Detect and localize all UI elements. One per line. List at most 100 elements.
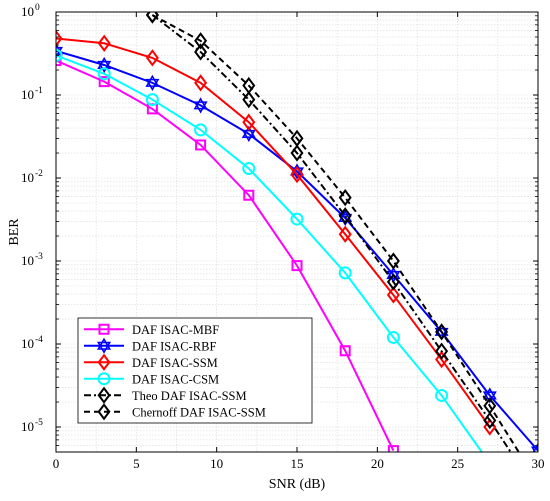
data-point-marker xyxy=(483,397,497,415)
x-tick-label: 30 xyxy=(532,456,545,471)
data-point-marker xyxy=(386,252,400,270)
marker-triangle-up xyxy=(193,97,208,110)
series-5 xyxy=(145,12,520,452)
legend-label: Chernoff DAF ISAC-SSM xyxy=(132,405,266,419)
data-point-marker xyxy=(386,330,400,344)
data-point-marker xyxy=(98,76,110,88)
data-point-marker xyxy=(243,189,255,201)
data-point-marker xyxy=(56,48,63,62)
data-point-marker xyxy=(242,162,256,176)
legend-label: DAF ISAC-RBF xyxy=(132,339,216,353)
series-line xyxy=(151,14,520,452)
y-tick-label: 10 xyxy=(21,170,34,185)
y-tick-label: 10 xyxy=(21,336,34,351)
legend: DAF ISAC-MBF DAF ISAC-RBF DAF ISAC-SSM DAF … xyxy=(77,317,313,424)
marker-triangle-up xyxy=(96,337,112,350)
data-point-marker xyxy=(435,323,449,341)
data-point-marker xyxy=(435,388,449,402)
y-tick-exponent: -2 xyxy=(35,169,43,179)
data-point-marker xyxy=(56,42,64,59)
data-point-marker xyxy=(290,129,304,148)
legend-entry: DAF ISAC-RBF xyxy=(84,337,216,354)
legend-label: DAF ISAC-SSM xyxy=(132,356,218,370)
series-0 xyxy=(56,55,399,452)
data-point-marker xyxy=(97,403,111,421)
data-point-marker xyxy=(194,123,208,137)
x-tick-label: 0 xyxy=(53,456,60,471)
legend-box xyxy=(77,317,313,424)
y-tick-label: 10 xyxy=(21,419,34,434)
marker-triangle-down xyxy=(145,78,160,91)
series-line xyxy=(56,54,483,452)
data-point-marker xyxy=(338,225,352,243)
data-point-marker xyxy=(56,29,63,48)
data-point-marker xyxy=(387,445,399,452)
x-tick-label: 10 xyxy=(210,456,223,471)
y-tick-exponent: -1 xyxy=(35,86,43,96)
legend-entry: Theo DAF ISAC-SSM xyxy=(84,386,247,404)
y-tick-exponent: -5 xyxy=(35,418,43,428)
data-point-marker xyxy=(194,43,208,61)
x-tick-label: 15 xyxy=(291,456,304,471)
data-point-marker xyxy=(339,345,351,357)
data-point-marker xyxy=(145,12,159,24)
marker-triangle-down xyxy=(482,391,497,404)
marker-triangle-down xyxy=(56,46,64,59)
marker-triangle-up xyxy=(145,74,160,87)
legend-label: DAF ISAC-CSM xyxy=(132,372,219,386)
marker-triangle-up xyxy=(532,442,538,452)
y-tick-label: 10 xyxy=(21,87,34,102)
data-point-marker xyxy=(195,139,207,151)
data-point-marker xyxy=(338,188,352,207)
data-point-marker xyxy=(145,93,159,107)
series-line xyxy=(56,37,491,428)
series-line xyxy=(56,49,538,452)
data-point-marker xyxy=(338,266,352,280)
data-point-marker xyxy=(290,165,304,184)
data-point-marker xyxy=(290,212,304,226)
data-point-marker xyxy=(290,144,304,162)
data-point-marker xyxy=(194,74,208,92)
legend-entry: DAF ISAC-CSM xyxy=(84,372,219,386)
legend-label: Theo DAF ISAC-SSM xyxy=(132,389,247,403)
data-point-marker xyxy=(97,386,111,404)
plot-area xyxy=(56,12,538,452)
data-point-marker xyxy=(193,97,208,114)
marker-triangle-up xyxy=(386,266,401,279)
y-tick-label: 10 xyxy=(21,4,34,19)
data-point-marker xyxy=(97,67,111,81)
data-point-marker xyxy=(435,342,449,360)
data-point-marker xyxy=(98,323,110,335)
marker-triangle-up xyxy=(241,125,256,138)
data-point-marker xyxy=(242,113,256,131)
data-point-marker xyxy=(97,353,111,371)
data-point-marker xyxy=(242,90,256,109)
y-tick-exponent: -4 xyxy=(35,335,43,345)
data-point-marker xyxy=(145,74,160,91)
data-point-marker xyxy=(386,273,400,291)
marker-triangle-down xyxy=(193,101,208,114)
legend-label: DAF ISAC-MBF xyxy=(132,323,219,337)
data-point-marker xyxy=(145,49,159,67)
marker-triangle-down xyxy=(97,60,112,74)
data-point-marker xyxy=(194,32,208,50)
legend-entry: DAF ISAC-MBF xyxy=(84,323,219,337)
data-point-marker xyxy=(483,411,497,430)
data-point-marker xyxy=(56,55,62,67)
x-axis-label: SNR (dB) xyxy=(269,477,326,492)
marker-triangle-up xyxy=(56,42,64,55)
legend-entry: DAF ISAC-SSM xyxy=(84,353,218,371)
y-tick-exponent: 0 xyxy=(35,3,40,13)
data-point-marker xyxy=(386,286,400,304)
data-point-marker xyxy=(291,260,303,272)
series-line xyxy=(56,59,395,452)
data-point-marker xyxy=(530,442,538,452)
x-tick-label: 5 xyxy=(133,456,140,471)
x-tick-label: 20 xyxy=(371,456,384,471)
y-tick-exponent: -3 xyxy=(35,252,43,262)
data-point-marker xyxy=(97,372,111,386)
series-3 xyxy=(56,48,483,452)
